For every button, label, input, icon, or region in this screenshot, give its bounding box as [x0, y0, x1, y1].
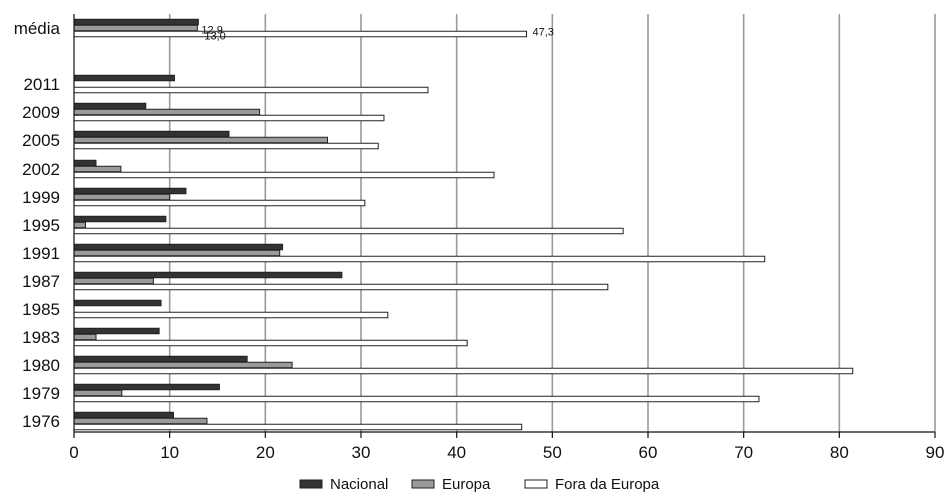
bar-nacional-1979: [73, 383, 220, 391]
bar-fora-da-europa-1999: [73, 199, 366, 207]
x-tick-label: 40: [447, 443, 466, 462]
bar-fora-da-europa-2011: [73, 86, 429, 94]
bar-fora-da-europa-1983: [73, 339, 468, 347]
axes: [73, 14, 936, 438]
legend-swatch-europa: [411, 479, 435, 489]
bar-fora-da-europa-1979: [73, 395, 760, 403]
bar-nacional-2009: [73, 102, 147, 110]
category-label: 2011: [23, 75, 60, 94]
data-label: 47,3: [533, 26, 554, 38]
category-label: 1979: [22, 384, 60, 403]
legend-label: Europa: [442, 476, 491, 493]
bar-fora-da-europa-1987: [73, 283, 609, 291]
x-tick-label: 80: [830, 443, 849, 462]
bar-nacional-1976: [73, 411, 174, 419]
category-label: 2009: [22, 103, 60, 122]
bar-nacional-1983: [73, 327, 160, 335]
legend-label: Fora da Europa: [555, 476, 660, 493]
bar-fora-da-europa-2005: [73, 142, 379, 150]
category-label: 1991: [22, 244, 60, 263]
gridlines: [168, 14, 936, 432]
bar-nacional-1980: [73, 355, 248, 363]
legend-swatch-fora-da-europa: [524, 479, 548, 489]
x-tick-label: 60: [639, 443, 658, 462]
bar-fora-da-europa-2002: [73, 171, 495, 179]
bar-europa-média: [73, 24, 198, 32]
bar-europa-1980: [73, 361, 293, 369]
x-tick-label: 30: [352, 443, 371, 462]
bar-fora-da-europa-1985: [73, 311, 389, 319]
bar-nacional-2011: [73, 74, 175, 82]
x-tick-label: 90: [926, 443, 945, 462]
bar-europa-1987: [73, 277, 154, 285]
legend-swatch-nacional: [299, 479, 323, 489]
bar-fora-da-europa-média: [73, 30, 528, 38]
bar-europa-1983: [73, 333, 97, 341]
category-label: 1999: [22, 188, 60, 207]
category-label: 1985: [22, 300, 60, 319]
x-tick-label: 0: [69, 443, 78, 462]
bar-fora-da-europa-1995: [73, 227, 624, 235]
bar-nacional-1985: [73, 299, 162, 307]
bar-europa-2002: [73, 165, 122, 173]
bar-fora-da-europa-1980: [73, 367, 854, 375]
category-label: 1976: [22, 412, 60, 431]
bar-europa-1976: [73, 417, 208, 425]
data-label: 13,0: [204, 30, 225, 42]
x-tick-label: 10: [160, 443, 179, 462]
category-label: 1987: [22, 272, 60, 291]
legend-label: Nacional: [330, 476, 388, 493]
bar-europa-1979: [73, 389, 123, 397]
category-label: 1983: [22, 328, 60, 347]
labels: média 2011 2009 2005 2002 1999 1995 1991 1987 198…: [14, 19, 945, 462]
category-label: 1980: [22, 356, 60, 375]
bar-nacional-média: [73, 18, 199, 26]
data-label: 12,9: [201, 24, 222, 36]
x-tick-label: 70: [734, 443, 753, 462]
bar-fora-da-europa-2009: [73, 114, 385, 122]
bar-nacional-2005: [73, 130, 230, 138]
bar-fora-da-europa-1991: [73, 255, 766, 263]
bar-nacional-1987: [73, 271, 343, 279]
category-label: 1995: [22, 216, 60, 235]
x-tick-label: 50: [543, 443, 562, 462]
bar-nacional-1991: [73, 243, 284, 251]
bar-europa-2005: [73, 136, 329, 144]
x-tick-label: 20: [256, 443, 275, 462]
bar-europa-1995: [73, 221, 86, 229]
bar-europa-2009: [73, 108, 261, 116]
bar-nacional-1999: [73, 187, 187, 195]
bar-nacional-2002: [73, 159, 97, 167]
bar-nacional-1995: [73, 215, 167, 223]
legend: Nacional Europa Fora da Europa: [299, 476, 660, 493]
category-label: 2002: [22, 160, 60, 179]
bars: [73, 18, 854, 431]
bar-europa-1999: [73, 193, 171, 201]
bar-fora-da-europa-1976: [73, 423, 523, 431]
category-label: média: [14, 19, 61, 38]
category-label: 2005: [22, 131, 60, 150]
bar-europa-1991: [73, 249, 281, 257]
